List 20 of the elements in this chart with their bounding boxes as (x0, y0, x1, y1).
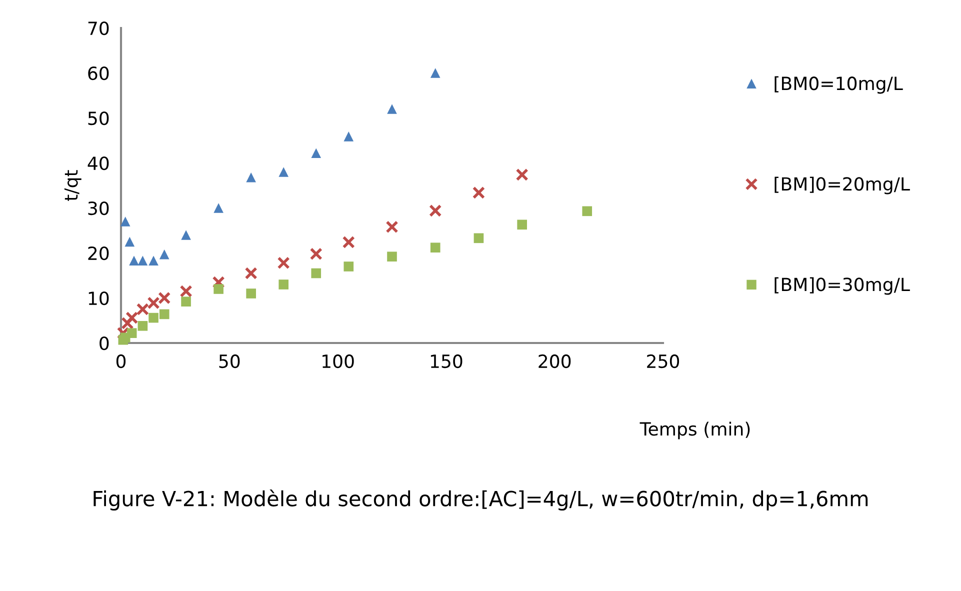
y-tick-label: 60 (88, 66, 109, 80)
y-tick-label: 50 (88, 111, 109, 126)
y-tick-label: 0 (100, 336, 109, 350)
y-tick-label: 10 (88, 291, 109, 306)
legend-label: [BM]0=20mg/L (774, 176, 910, 194)
y-tick-label: 20 (88, 246, 109, 260)
text: Figure V-21: Modèle du second ordre:[AC]=4g/L, w=600tr/min, dp=1,6mm (94, 490, 868, 510)
y-axis-title: t/qt (64, 170, 82, 201)
x-tick-label: 250 (647, 354, 680, 368)
legend-label: [BM0=10mg/L (774, 76, 903, 94)
x-tick-label: 100 (322, 354, 354, 368)
x-tick-label: 150 (430, 354, 462, 368)
y-tick-label: 30 (88, 201, 109, 216)
y-tick-label: 70 (88, 21, 109, 36)
x-tick-label: 0 (116, 354, 126, 368)
x-axis-title: Temps (min) (640, 422, 750, 440)
y-tick-label: 40 (88, 156, 109, 170)
x-tick-label: 50 (219, 354, 240, 368)
x-tick-label: 200 (538, 354, 571, 368)
legend-label: [BM]0=30mg/L (774, 277, 910, 295)
